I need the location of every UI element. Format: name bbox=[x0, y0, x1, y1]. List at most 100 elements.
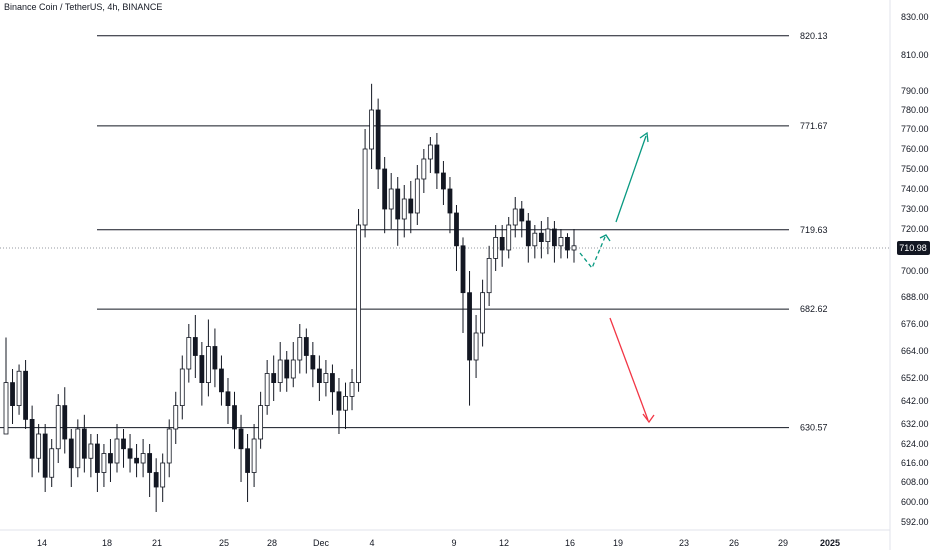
candle-body bbox=[114, 438, 120, 464]
candle-body bbox=[81, 428, 87, 459]
candle-body bbox=[558, 236, 564, 247]
candle-body bbox=[258, 405, 264, 440]
candle-body bbox=[382, 168, 388, 210]
candle-body bbox=[323, 373, 329, 384]
candle-body bbox=[192, 337, 198, 356]
candle-body bbox=[395, 188, 401, 220]
price-tick-label: 632.00 bbox=[901, 419, 929, 429]
price-tick-label: 730.00 bbox=[901, 204, 929, 214]
candle-body bbox=[101, 453, 107, 473]
candle-body bbox=[356, 224, 361, 384]
candle-body bbox=[284, 359, 290, 379]
candle-body bbox=[55, 405, 61, 450]
price-tick-label: 608.00 bbox=[901, 477, 929, 487]
time-tick-label: Dec bbox=[313, 538, 330, 548]
candle-body bbox=[264, 373, 270, 406]
time-tick-label: 29 bbox=[778, 538, 788, 548]
candle-body bbox=[519, 208, 525, 222]
candle-body bbox=[421, 158, 427, 180]
price-tick-label: 780.00 bbox=[901, 105, 929, 115]
chart-title: Binance Coin / TetherUS, 4h, BINANCE bbox=[4, 2, 163, 12]
price-tick-label: 790.00 bbox=[901, 86, 929, 96]
candle-body bbox=[493, 236, 499, 259]
candle-body bbox=[375, 109, 381, 170]
candle-body bbox=[336, 391, 342, 411]
candle-body bbox=[49, 448, 55, 478]
candle-body bbox=[310, 355, 316, 370]
candle-body bbox=[277, 359, 283, 384]
candle-body bbox=[427, 144, 433, 160]
candle-body bbox=[140, 453, 146, 464]
bearish-arrow[interactable] bbox=[609, 317, 649, 421]
candle-body bbox=[212, 346, 218, 370]
time-tick-label: 16 bbox=[565, 538, 575, 548]
candle-body bbox=[506, 224, 512, 251]
candle-body bbox=[401, 198, 407, 220]
time-tick-label: 28 bbox=[267, 538, 277, 548]
candle-body bbox=[219, 368, 224, 393]
candle-body bbox=[480, 292, 485, 334]
candle-body bbox=[121, 438, 126, 450]
candle-body bbox=[362, 148, 368, 226]
time-tick-label: 12 bbox=[499, 538, 509, 548]
price-tick-label: 810.00 bbox=[901, 50, 929, 60]
time-tick-label: 18 bbox=[102, 538, 112, 548]
candle-body bbox=[166, 428, 172, 464]
candle-body bbox=[134, 457, 139, 464]
level-label: 630.57 bbox=[800, 423, 828, 433]
candle-body bbox=[447, 188, 453, 214]
candle-body bbox=[225, 391, 231, 406]
candle-body bbox=[95, 443, 100, 473]
price-tick-label: 750.00 bbox=[901, 164, 929, 174]
bearish-arrowhead bbox=[642, 413, 655, 424]
time-tick-label: 26 bbox=[729, 538, 739, 548]
price-tick-label: 664.00 bbox=[901, 346, 929, 356]
horizontal-levels: 820.13 771.67 719.63 682.62 630.57 bbox=[0, 31, 890, 433]
candle-body bbox=[532, 232, 538, 247]
candle-body bbox=[297, 337, 303, 361]
candle-body bbox=[127, 448, 133, 459]
candle-body bbox=[3, 382, 9, 435]
candle-body bbox=[499, 236, 505, 251]
candlestick-series bbox=[3, 83, 577, 512]
candle-body bbox=[408, 198, 414, 214]
price-tick-label: 624.00 bbox=[901, 439, 929, 449]
candle-body bbox=[525, 220, 531, 247]
candle-body bbox=[147, 453, 153, 473]
candle-body bbox=[42, 433, 48, 478]
price-tick-label: 652.00 bbox=[901, 373, 929, 383]
candle-body bbox=[186, 337, 192, 370]
candle-body bbox=[75, 428, 81, 469]
candle-body bbox=[441, 172, 446, 190]
candle-body bbox=[36, 433, 42, 459]
candle-body bbox=[68, 438, 74, 469]
candle-body bbox=[349, 382, 355, 397]
time-tick-label: 19 bbox=[613, 538, 623, 548]
time-tick-label: 9 bbox=[451, 538, 456, 548]
candle-body bbox=[434, 144, 440, 174]
candle-body bbox=[238, 428, 244, 450]
candle-body bbox=[108, 453, 113, 464]
candle-body bbox=[343, 395, 348, 411]
projected-path[interactable] bbox=[579, 236, 606, 270]
price-tick-label: 740.00 bbox=[901, 184, 929, 194]
level-label: 719.63 bbox=[800, 225, 828, 235]
price-tick-label: 642.00 bbox=[901, 396, 929, 406]
candle-body bbox=[565, 236, 570, 251]
candle-body bbox=[512, 208, 518, 226]
price-tick-label: 760.00 bbox=[901, 144, 929, 154]
candle-body bbox=[88, 443, 94, 459]
bullish-arrow[interactable] bbox=[615, 135, 647, 223]
price-tick-label: 600.00 bbox=[901, 497, 929, 507]
projected-path-arrowhead bbox=[599, 234, 611, 242]
candle-body bbox=[251, 438, 257, 473]
price-tick-label: 720.00 bbox=[901, 224, 929, 234]
last-price-label: 710.98 bbox=[899, 243, 927, 253]
time-tick-label: 4 bbox=[369, 538, 374, 548]
candle-body bbox=[153, 472, 159, 488]
candle-body bbox=[199, 355, 205, 384]
candle-body bbox=[414, 178, 420, 214]
last-price-badge-bg bbox=[897, 240, 930, 255]
candle-body bbox=[571, 245, 577, 251]
